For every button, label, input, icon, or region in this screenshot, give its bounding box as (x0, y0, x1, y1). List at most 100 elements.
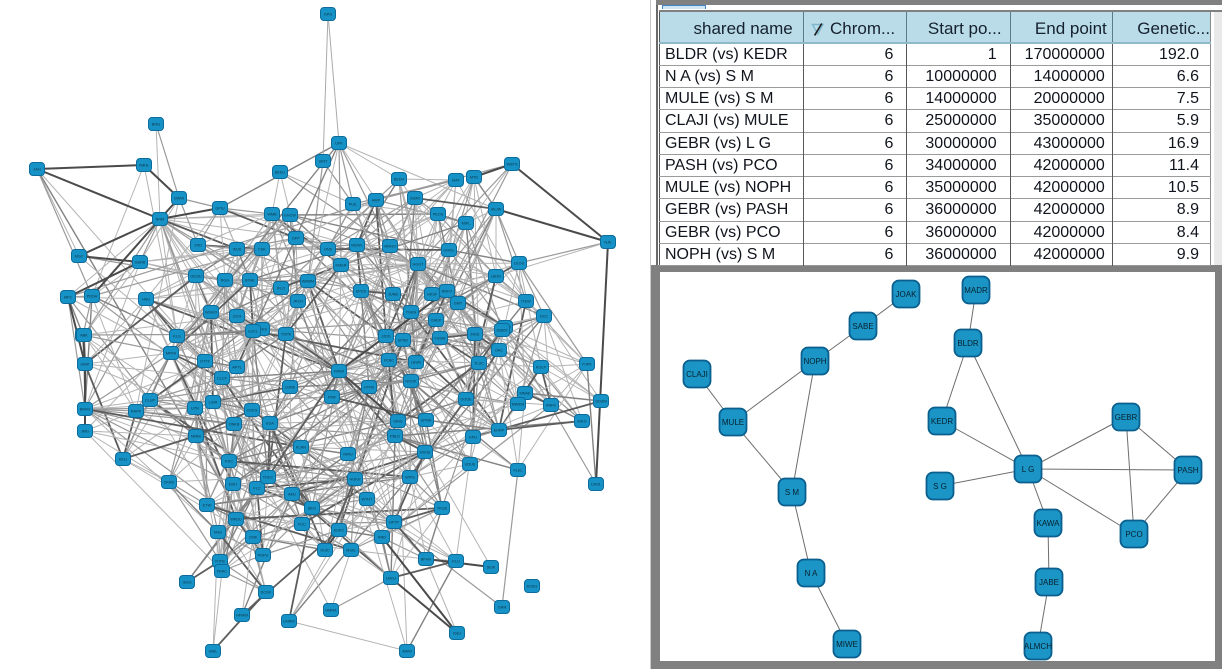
svg-text:OCH: OCH (233, 315, 242, 319)
svg-text:UFK: UFK (335, 142, 343, 146)
svg-text:GJCL: GJCL (248, 330, 258, 334)
svg-text:SEIK: SEIK (487, 566, 496, 570)
svg-text:OEOU: OEOU (190, 275, 201, 279)
svg-text:DFP: DFP (292, 237, 300, 241)
svg-text:HFMW: HFMW (236, 614, 248, 618)
svg-text:BLDR: BLDR (957, 339, 979, 348)
svg-text:BEG: BEG (308, 507, 316, 511)
svg-text:OOOE: OOOE (460, 398, 472, 402)
svg-text:OUIC: OUIC (320, 549, 330, 553)
svg-text:RGG: RGG (221, 279, 230, 283)
svg-text:BWHJ: BWHJ (80, 408, 91, 412)
svg-text:UNRW: UNRW (283, 620, 295, 624)
svg-text:KLRN: KLRN (296, 446, 306, 450)
svg-text:GRR: GRR (498, 606, 507, 610)
svg-text:EHRP: EHRP (494, 429, 505, 433)
svg-text:PMF: PMF (328, 396, 337, 400)
svg-text:NNM: NNM (156, 218, 165, 222)
svg-text:MADR: MADR (964, 286, 988, 295)
svg-text:KLEL: KLEL (513, 469, 522, 473)
svg-text:WGKO: WGKO (205, 311, 217, 315)
svg-text:LWJG: LWJG (491, 275, 501, 279)
svg-text:WKDU: WKDU (230, 518, 242, 522)
svg-text:MIWE: MIWE (836, 640, 858, 649)
svg-text:JABE: JABE (1039, 578, 1059, 587)
svg-text:N A: N A (805, 569, 819, 578)
svg-text:TGEN: TGEN (406, 311, 417, 315)
svg-text:MAT: MAT (452, 179, 460, 183)
svg-text:PJIC: PJIC (225, 460, 233, 464)
svg-text:EIKG: EIKG (577, 420, 586, 424)
svg-text:CLUP: CLUP (145, 399, 156, 403)
svg-text:S G: S G (933, 482, 947, 491)
svg-text:EUKC: EUKC (334, 529, 345, 533)
svg-text:UUDJ: UUDJ (386, 577, 396, 581)
svg-text:RNFO: RNFO (442, 290, 453, 294)
svg-text:MGIE: MGIE (346, 549, 356, 553)
svg-text:GWIN: GWIN (174, 197, 185, 201)
svg-text:S M: S M (785, 488, 800, 497)
svg-text:PASH: PASH (1177, 466, 1198, 475)
svg-text:OMOL: OMOL (443, 249, 454, 253)
svg-text:APTL: APTL (232, 366, 242, 370)
svg-text:MNAE: MNAE (520, 392, 531, 396)
svg-text:HGGT: HGGT (413, 263, 425, 267)
svg-text:KWJU: KWJU (420, 451, 431, 455)
svg-text:BEEU: BEEU (275, 171, 286, 175)
svg-text:AWW: AWW (402, 650, 412, 654)
svg-text:AKU: AKU (288, 493, 296, 497)
svg-text:FCC: FCC (298, 523, 306, 527)
svg-text:UTN: UTN (191, 407, 199, 411)
svg-text:BPHH: BPHH (421, 558, 432, 562)
svg-text:JMG: JMG (81, 430, 89, 434)
svg-text:GMT: GMT (454, 302, 463, 306)
svg-text:JUMO: JUMO (410, 197, 421, 201)
svg-text:MIFL: MIFL (462, 222, 471, 226)
svg-text:KLG: KLG (173, 335, 181, 339)
svg-text:DCC: DCC (540, 315, 548, 319)
svg-text:JRCH: JRCH (293, 300, 303, 304)
svg-text:WMB: WMB (267, 213, 277, 217)
svg-text:NOPH: NOPH (803, 357, 826, 366)
svg-text:ULOS: ULOS (514, 262, 525, 266)
svg-text:FLC: FLC (253, 487, 260, 491)
svg-text:GPG: GPG (324, 13, 332, 17)
svg-text:IFLO: IFLO (277, 287, 285, 291)
svg-text:MULE: MULE (722, 418, 744, 427)
svg-text:JTID: JTID (194, 244, 202, 248)
svg-text:MWEM: MWEM (512, 403, 524, 407)
svg-text:SIHG: SIHG (393, 420, 402, 424)
svg-text:MEWL: MEWL (351, 244, 362, 248)
svg-text:JJDS: JJDS (381, 335, 391, 339)
svg-text:TKGE: TKGE (437, 507, 448, 511)
svg-text:CLCF: CLCF (217, 377, 228, 381)
svg-text:ONS: ONS (324, 248, 333, 252)
svg-text:RAPK: RAPK (131, 410, 142, 414)
svg-text:JUNB: JUNB (388, 293, 398, 297)
svg-text:GKSF: GKSF (427, 293, 438, 297)
svg-text:RAWI: RAWI (334, 370, 344, 374)
svg-text:PEOS: PEOS (433, 213, 444, 217)
svg-text:IHDE: IHDE (470, 333, 480, 337)
svg-text:FCBC: FCBC (384, 359, 395, 363)
svg-text:BTAE: BTAE (245, 279, 255, 283)
svg-text:PBLD: PBLD (390, 435, 400, 439)
svg-text:PDDH: PDDH (87, 295, 98, 299)
svg-text:GWK: GWK (80, 363, 90, 367)
svg-text:OAC: OAC (495, 349, 503, 353)
svg-text:FSSW: FSSW (435, 337, 446, 341)
svg-text:ETW: ETW (203, 504, 212, 508)
svg-text:MPFA: MPFA (166, 352, 177, 356)
svg-text:MGC: MGC (75, 255, 84, 259)
svg-text:KOLP: KOLP (536, 366, 547, 370)
svg-text:FRAC: FRAC (217, 570, 228, 574)
svg-text:GPIU: GPIU (215, 207, 225, 211)
svg-text:ANFE: ANFE (546, 404, 557, 408)
svg-text:TOPK: TOPK (281, 333, 292, 337)
svg-text:GIES: GIES (182, 581, 192, 585)
svg-text:NOOK: NOOK (405, 380, 417, 384)
svg-text:KUSG: KUSG (527, 585, 538, 589)
svg-text:WTHT: WTHT (362, 498, 374, 502)
svg-text:MMBI: MMBI (191, 435, 201, 439)
svg-text:DBEM: DBEM (497, 329, 508, 333)
